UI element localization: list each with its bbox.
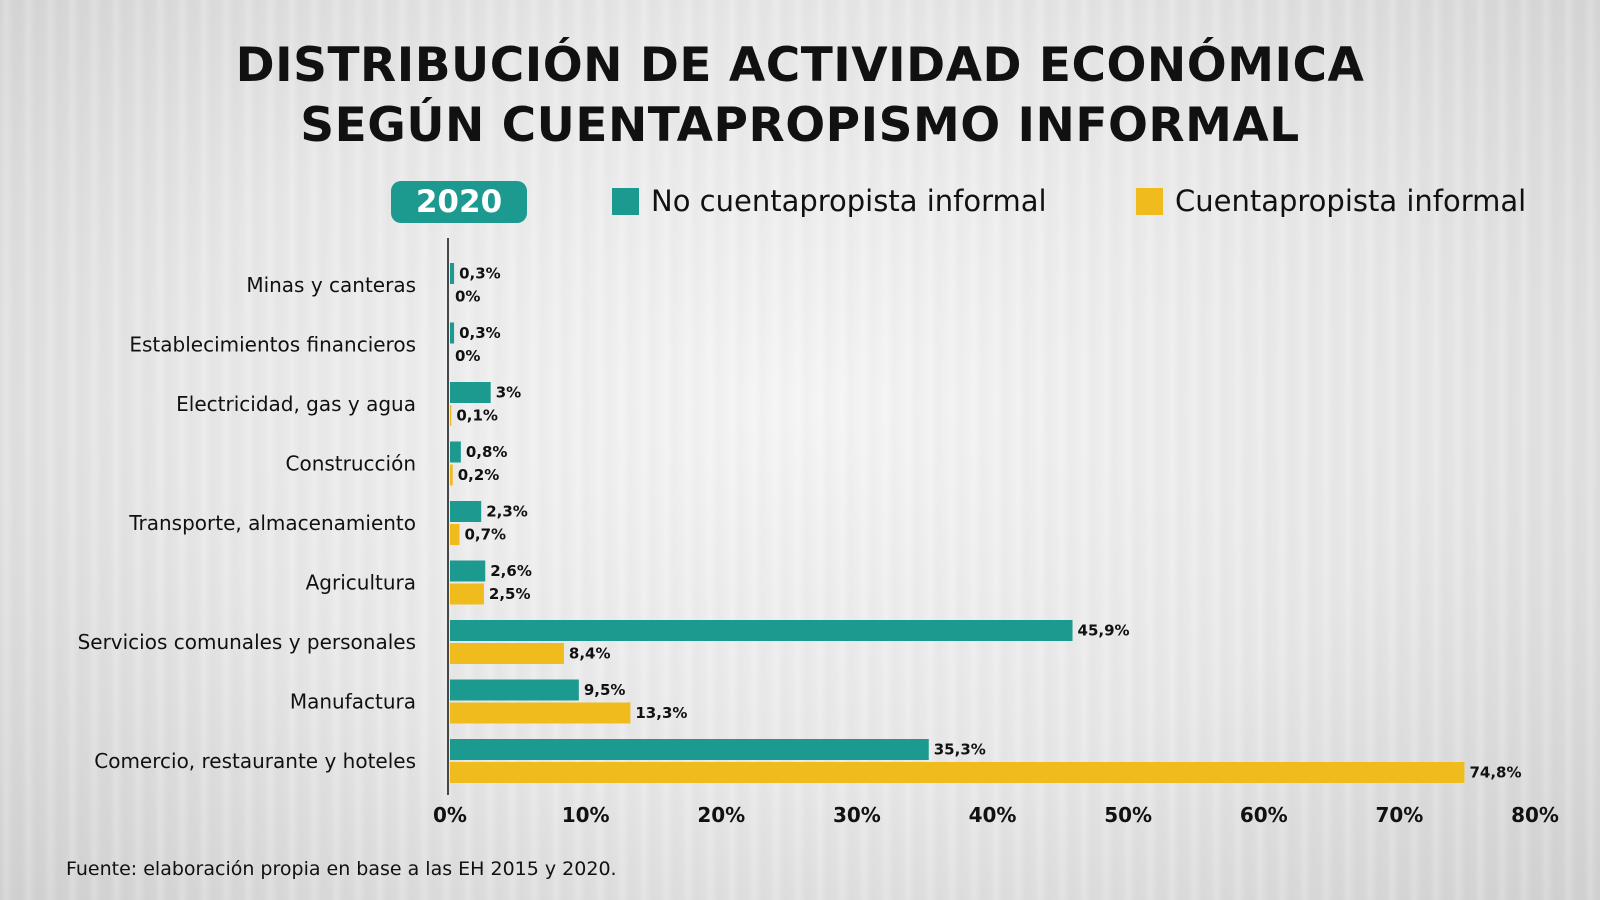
legend-swatch-yellow <box>1136 187 1163 215</box>
data-label: 0% <box>455 347 480 365</box>
category-label: Comercio, restaurante y hoteles <box>94 749 416 773</box>
bar-no-cuentapropista <box>450 263 455 284</box>
category-label: Agricultura <box>306 571 416 595</box>
legend-label: No cuentapropista informal <box>651 184 1047 218</box>
data-label: 9,5% <box>584 681 626 699</box>
legend-swatch-teal <box>612 187 639 215</box>
legend-item-no-cuentapropista: No cuentapropista informal <box>612 183 1047 219</box>
bar-no-cuentapropista <box>450 441 461 463</box>
x-tick-label: 80% <box>1511 803 1559 827</box>
x-tick-label: 70% <box>1375 803 1423 827</box>
data-label: 2,5% <box>489 585 531 603</box>
bar-cuentapropista <box>450 524 460 545</box>
bar-cuentapropista <box>450 405 452 426</box>
category-label: Transporte, almacenamiento <box>128 511 416 535</box>
bar-no-cuentapropista <box>450 382 491 403</box>
year-badge: 2020 <box>391 181 527 223</box>
data-label: 2,6% <box>490 562 532 580</box>
x-tick-label: 30% <box>833 803 881 827</box>
data-label: 0,8% <box>466 443 508 461</box>
data-label: 8,4% <box>569 645 611 663</box>
data-label: 0,3% <box>459 265 501 283</box>
bar-cuentapropista <box>450 762 1465 783</box>
bar-cuentapropista <box>450 643 564 664</box>
bar-cuentapropista <box>450 583 484 605</box>
x-tick-label: 10% <box>562 803 610 827</box>
x-tick-label: 40% <box>969 803 1017 827</box>
category-label: Establecimientos financieros <box>129 333 416 357</box>
legend-label: Cuentapropista informal <box>1175 184 1527 218</box>
data-label: 35,3% <box>934 741 986 759</box>
x-tick-label: 0% <box>433 803 467 827</box>
source-note: Fuente: elaboración propia en base a las… <box>66 858 617 880</box>
bar-no-cuentapropista <box>450 679 579 701</box>
data-label: 74,8% <box>1469 764 1521 782</box>
title-line-2: SEGÚN CUENTAPROPISMO INFORMAL <box>300 98 1300 153</box>
bar-no-cuentapropista <box>450 322 455 344</box>
data-label: 2,3% <box>486 503 528 521</box>
data-label: 0% <box>455 288 480 306</box>
x-tick-label: 20% <box>697 803 745 827</box>
data-label: 3% <box>496 384 521 402</box>
chart-title: DISTRIBUCIÓN DE ACTIVIDAD ECONÓMICA SEGÚ… <box>0 36 1600 156</box>
category-label: Servicios comunales y personales <box>78 630 416 654</box>
title-line-1: DISTRIBUCIÓN DE ACTIVIDAD ECONÓMICA <box>235 38 1365 93</box>
category-label: Electricidad, gas y agua <box>176 392 416 416</box>
legend-item-cuentapropista: Cuentapropista informal <box>1136 183 1526 219</box>
category-label: Minas y canteras <box>246 273 416 297</box>
data-label: 0,2% <box>458 466 500 484</box>
bar-no-cuentapropista <box>450 620 1073 641</box>
data-label: 45,9% <box>1078 622 1130 640</box>
bar-cuentapropista <box>450 702 631 724</box>
bar-no-cuentapropista <box>450 739 929 760</box>
data-label: 0,1% <box>456 407 498 425</box>
category-label: Manufactura <box>290 690 416 714</box>
data-label: 0,7% <box>464 526 506 544</box>
x-tick-label: 50% <box>1104 803 1152 827</box>
data-label: 0,3% <box>459 324 501 342</box>
bar-cuentapropista <box>450 464 453 486</box>
data-label: 13,3% <box>635 704 687 722</box>
bar-no-cuentapropista <box>450 560 486 582</box>
x-tick-label: 60% <box>1240 803 1288 827</box>
bar-no-cuentapropista <box>450 501 482 522</box>
category-label: Construcción <box>286 452 417 476</box>
